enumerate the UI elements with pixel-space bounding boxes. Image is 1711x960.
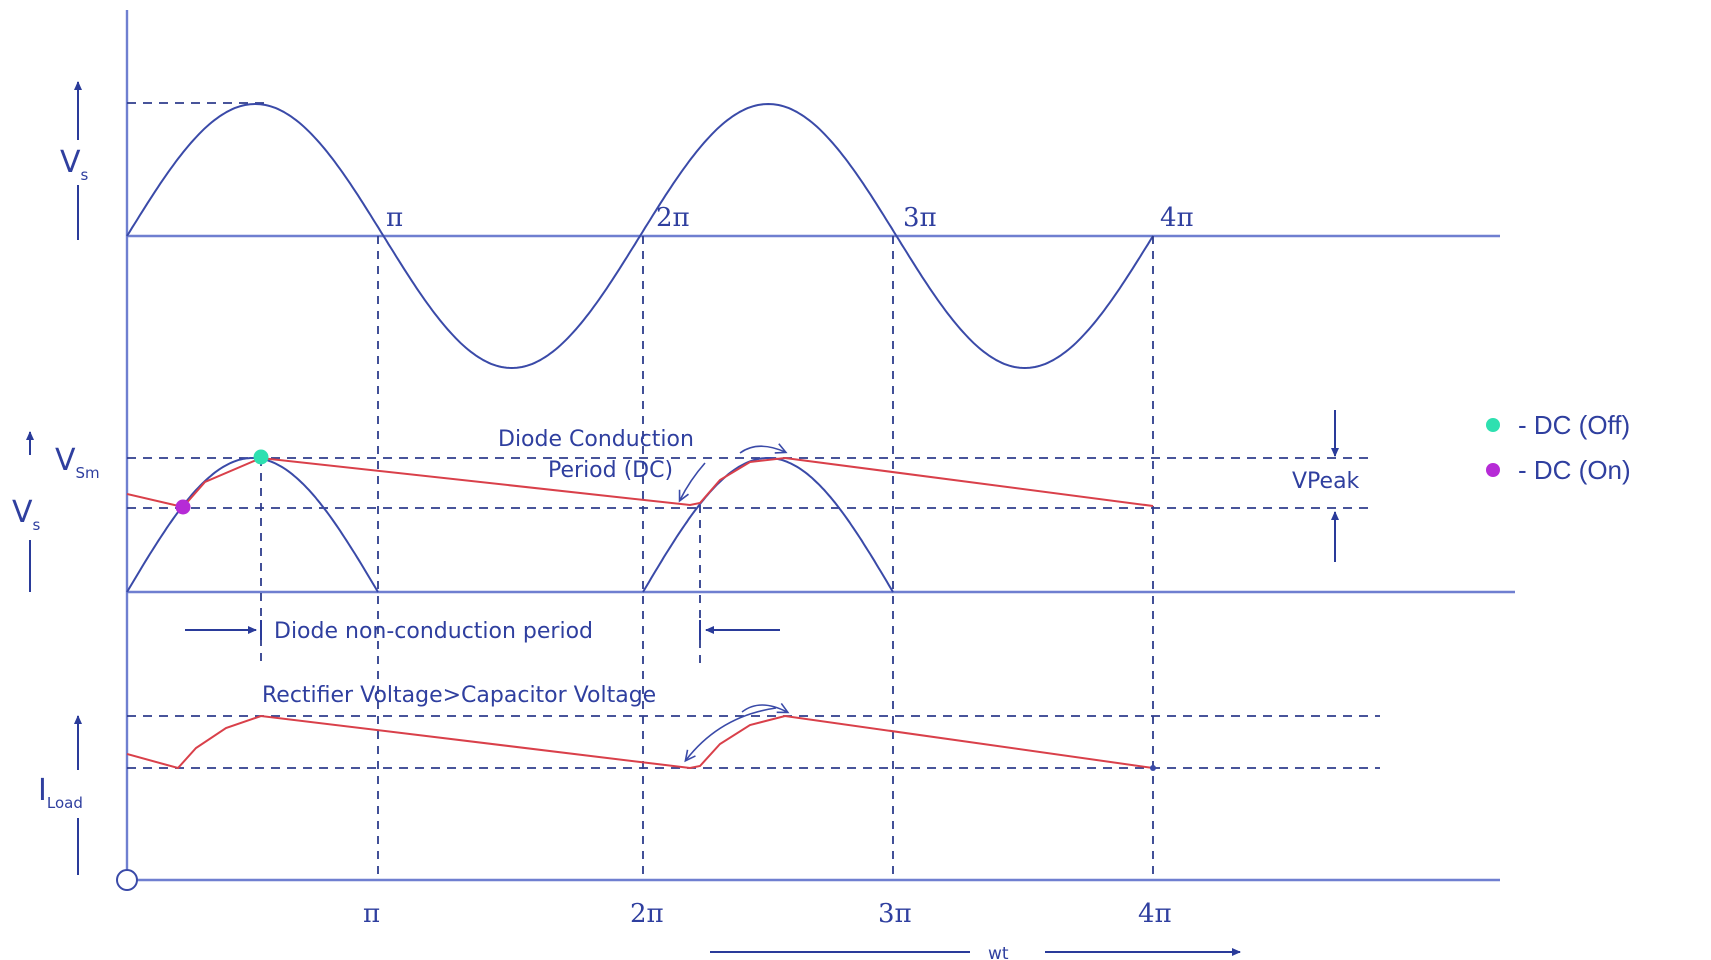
- top-ylabel: Vs: [60, 145, 89, 184]
- x-tick-pi: π: [363, 899, 380, 929]
- top-tick-pi: π: [386, 203, 403, 233]
- iload-end-dot: [1150, 765, 1156, 771]
- iload-arrow-upper: [741, 702, 790, 714]
- load-current-waveform: [126, 714, 1154, 770]
- rectified-voltage-waveform: [126, 457, 894, 593]
- vs-label: Vs: [12, 495, 41, 534]
- capacitor-voltage-ripple: [126, 456, 1154, 509]
- source-voltage-sine: [126, 102, 1154, 370]
- top-tick-4pi: 4π: [1160, 203, 1194, 233]
- conduction-arrow-lower: [678, 462, 706, 503]
- iload-label: ILoad: [38, 773, 83, 812]
- wt-label: wt: [988, 944, 1009, 960]
- legend-dc-off-label: - DC (Off): [1518, 410, 1630, 440]
- conduction-arrow-upper: [739, 443, 788, 454]
- x-tick-2pi: 2π: [630, 899, 664, 929]
- iload-arrow-lower: [684, 707, 777, 763]
- x-tick-3pi: 3π: [878, 899, 912, 929]
- nonconduction-label: Diode non-conduction period: [274, 619, 593, 644]
- dc-on-marker: [175, 499, 191, 515]
- legend-dc-off-icon: [1486, 418, 1500, 432]
- conduction-label-line2: Period (DC): [548, 458, 673, 483]
- legend-dc-on-icon: [1486, 463, 1500, 477]
- vsm-label: VSm: [55, 443, 100, 482]
- rectifier-gt-capacitor-label: Rectifier Voltage>Capacitor Voltage: [262, 683, 656, 708]
- dc-off-marker: [253, 449, 269, 465]
- conduction-label-line1: Diode Conduction: [498, 427, 694, 452]
- origin-marker: [116, 869, 138, 891]
- legend-dc-on-label: - DC (On): [1518, 455, 1631, 485]
- top-tick-2pi: 2π: [656, 203, 690, 233]
- top-tick-3pi: 3π: [903, 203, 937, 233]
- x-tick-4pi: 4π: [1138, 899, 1172, 929]
- vpeak-label: VPeak: [1292, 469, 1360, 494]
